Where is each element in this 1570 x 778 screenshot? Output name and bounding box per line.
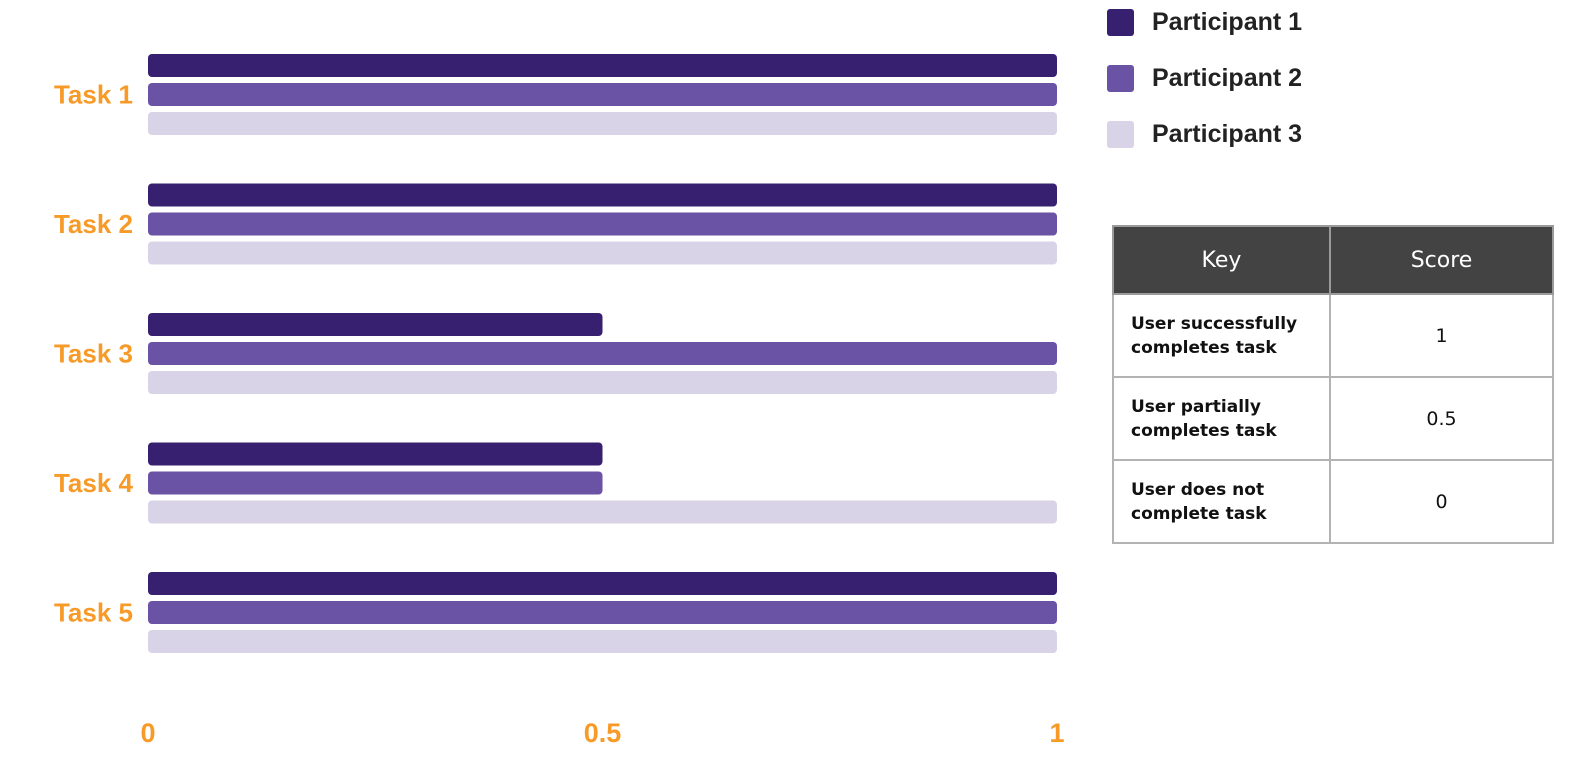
category-label-task-1: Task 1 — [54, 80, 133, 110]
x-tick-label: 0 — [140, 718, 155, 748]
score-column-header: Score — [1329, 225, 1554, 295]
bar-chart: Task 1 Task 2 Task 3 Task 4 Task 5 0 0.5 1 — [54, 54, 1065, 748]
bar-task-3-participant-1 — [148, 313, 603, 336]
bar-task-5-participant-3 — [148, 630, 1057, 653]
key-description: User partially completes task — [1112, 376, 1331, 461]
legend-swatch-participant-3 — [1107, 120, 1134, 148]
legend-label-participant-2: Participant 2 — [1152, 63, 1303, 92]
key-table-header-row: Key Score — [1112, 225, 1554, 295]
bar-task-1-participant-1 — [148, 54, 1057, 77]
key-table-row: User successfully completes task 1 — [1112, 293, 1554, 378]
category-label-task-4: Task 4 — [54, 468, 134, 498]
score-key-table: Key Score User successfully completes ta… — [1112, 225, 1554, 544]
key-table-row: User does not complete task 0 — [1112, 459, 1554, 544]
category-label-task-3: Task 3 — [54, 339, 133, 369]
legend-label-participant-1: Participant 1 — [1152, 7, 1303, 36]
key-description: User does not complete task — [1112, 459, 1331, 544]
bar-task-1-participant-2 — [148, 83, 1057, 106]
key-score: 0 — [1329, 459, 1554, 544]
bar-task-5-participant-2 — [148, 601, 1057, 624]
x-tick-label: 0.5 — [584, 718, 622, 748]
x-tick-label: 1 — [1049, 718, 1064, 748]
key-score: 0.5 — [1329, 376, 1554, 461]
category-label-task-2: Task 2 — [54, 209, 133, 239]
bar-task-2-participant-1 — [148, 183, 1057, 207]
chart-legend: Participant 1 Participant 2 Participant … — [1107, 8, 1302, 176]
key-description: User successfully completes task — [1112, 293, 1331, 378]
bar-task-4-participant-3 — [148, 500, 1057, 524]
legend-item-participant-1: Participant 1 — [1107, 8, 1302, 36]
bar-task-1-participant-3 — [148, 112, 1057, 135]
bar-task-5-participant-1 — [148, 572, 1057, 595]
bar-task-4-participant-2 — [148, 471, 603, 495]
legend-item-participant-2: Participant 2 — [1107, 64, 1302, 92]
legend-swatch-participant-1 — [1107, 8, 1134, 36]
legend-swatch-participant-2 — [1107, 64, 1134, 92]
key-score: 1 — [1329, 293, 1554, 378]
legend-label-participant-3: Participant 3 — [1152, 119, 1303, 148]
key-table-row: User partially completes task 0.5 — [1112, 376, 1554, 461]
bar-task-2-participant-3 — [148, 241, 1057, 265]
bar-task-3-participant-2 — [148, 342, 1057, 365]
category-label-task-5: Task 5 — [54, 598, 133, 628]
bar-task-2-participant-2 — [148, 212, 1057, 236]
bar-task-4-participant-1 — [148, 442, 603, 466]
bar-task-3-participant-3 — [148, 371, 1057, 394]
legend-item-participant-3: Participant 3 — [1107, 120, 1302, 148]
key-column-header: Key — [1112, 225, 1331, 295]
